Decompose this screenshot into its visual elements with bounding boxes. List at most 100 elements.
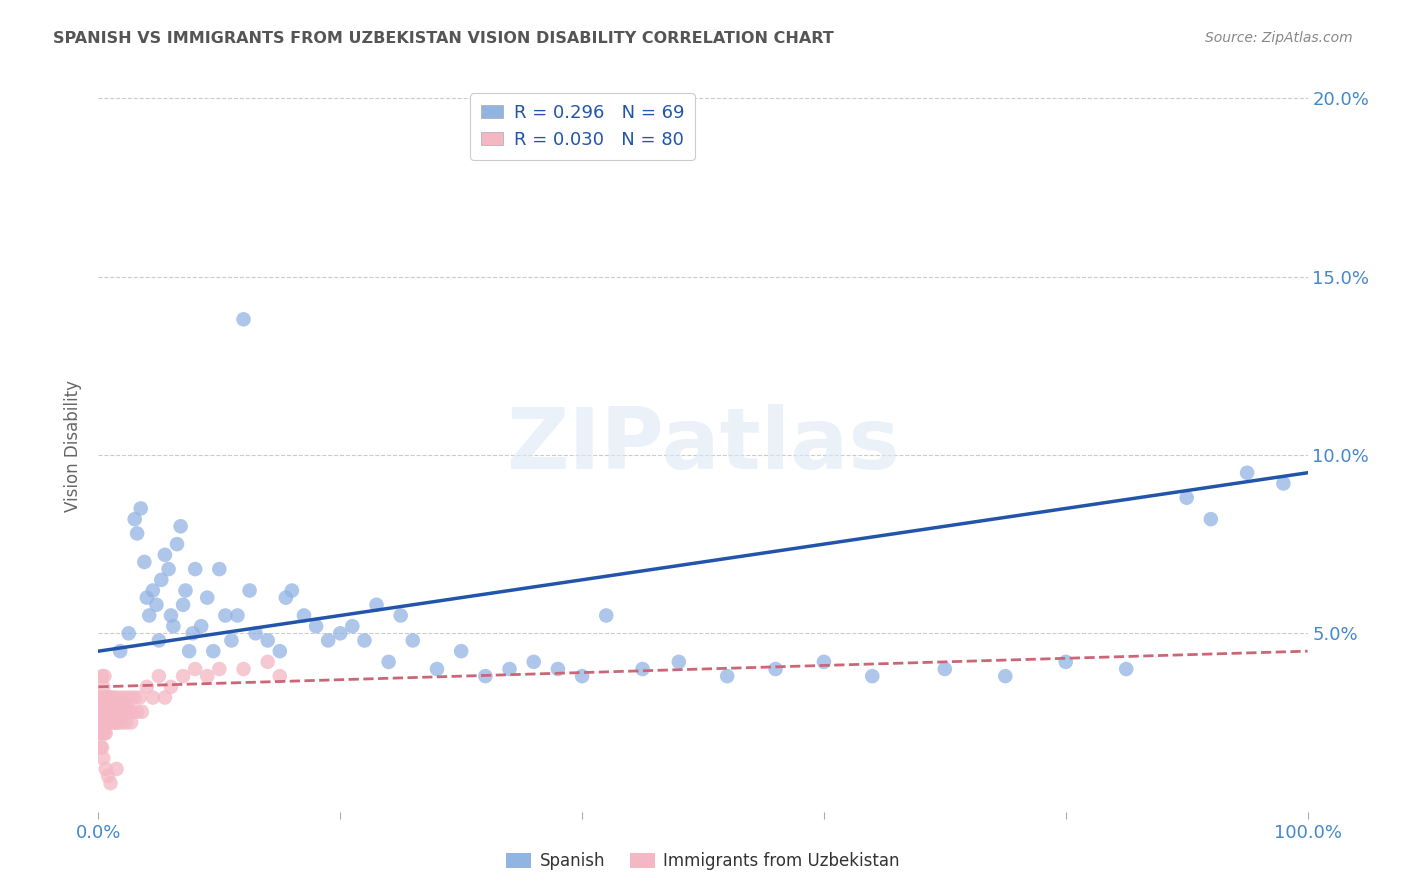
Point bbox=[342, 619, 364, 633]
Point bbox=[148, 669, 170, 683]
Point bbox=[221, 633, 243, 648]
Point bbox=[124, 690, 146, 705]
Point bbox=[94, 726, 117, 740]
Point bbox=[97, 769, 120, 783]
Point bbox=[97, 705, 120, 719]
Point bbox=[1115, 662, 1137, 676]
Point bbox=[93, 726, 115, 740]
Point bbox=[98, 715, 121, 730]
Point bbox=[232, 312, 254, 326]
Point bbox=[153, 548, 176, 562]
Point bbox=[716, 669, 738, 683]
Point bbox=[179, 644, 201, 658]
Point bbox=[97, 698, 120, 712]
Point bbox=[105, 715, 128, 730]
Point bbox=[93, 669, 115, 683]
Point bbox=[547, 662, 569, 676]
Y-axis label: Vision Disability: Vision Disability bbox=[65, 380, 83, 512]
Point bbox=[91, 751, 114, 765]
Point bbox=[89, 690, 111, 705]
Point bbox=[124, 512, 146, 526]
Point bbox=[160, 680, 183, 694]
Point bbox=[281, 583, 304, 598]
Point bbox=[115, 715, 138, 730]
Point bbox=[450, 644, 472, 658]
Point bbox=[107, 715, 129, 730]
Point bbox=[100, 776, 122, 790]
Point bbox=[91, 690, 114, 705]
Point bbox=[274, 591, 297, 605]
Point bbox=[190, 619, 212, 633]
Point bbox=[160, 608, 183, 623]
Point bbox=[131, 705, 153, 719]
Point bbox=[426, 662, 449, 676]
Point bbox=[90, 726, 112, 740]
Point bbox=[112, 705, 135, 719]
Point bbox=[172, 669, 194, 683]
Point bbox=[91, 740, 114, 755]
Point bbox=[89, 726, 111, 740]
Point bbox=[104, 690, 127, 705]
Point bbox=[269, 669, 291, 683]
Point bbox=[571, 669, 593, 683]
Point bbox=[91, 715, 114, 730]
Point bbox=[90, 705, 112, 719]
Point bbox=[162, 619, 184, 633]
Point bbox=[100, 715, 122, 730]
Point bbox=[256, 655, 278, 669]
Point bbox=[108, 690, 131, 705]
Point bbox=[148, 633, 170, 648]
Point bbox=[305, 619, 328, 633]
Point bbox=[135, 680, 157, 694]
Point bbox=[765, 662, 787, 676]
Point bbox=[184, 562, 207, 576]
Point bbox=[1236, 466, 1258, 480]
Point bbox=[934, 662, 956, 676]
Point bbox=[118, 626, 141, 640]
Point bbox=[93, 690, 115, 705]
Point bbox=[100, 705, 122, 719]
Point bbox=[108, 698, 131, 712]
Point bbox=[105, 698, 128, 712]
Point bbox=[498, 662, 520, 676]
Point bbox=[668, 655, 690, 669]
Point bbox=[100, 705, 122, 719]
Point bbox=[631, 662, 654, 676]
Point bbox=[389, 608, 412, 623]
Point bbox=[93, 705, 115, 719]
Text: Source: ZipAtlas.com: Source: ZipAtlas.com bbox=[1205, 31, 1353, 45]
Point bbox=[145, 598, 167, 612]
Point bbox=[90, 698, 112, 712]
Point bbox=[94, 698, 117, 712]
Point bbox=[118, 705, 141, 719]
Point bbox=[117, 698, 139, 712]
Point bbox=[96, 690, 118, 705]
Point bbox=[120, 715, 142, 730]
Text: ZIPatlas: ZIPatlas bbox=[506, 404, 900, 488]
Point bbox=[91, 680, 114, 694]
Point bbox=[377, 655, 399, 669]
Legend: R = 0.296   N = 69, R = 0.030   N = 80: R = 0.296 N = 69, R = 0.030 N = 80 bbox=[470, 93, 695, 160]
Text: SPANISH VS IMMIGRANTS FROM UZBEKISTAN VISION DISABILITY CORRELATION CHART: SPANISH VS IMMIGRANTS FROM UZBEKISTAN VI… bbox=[53, 31, 834, 46]
Point bbox=[90, 740, 112, 755]
Point bbox=[813, 655, 835, 669]
Point bbox=[316, 633, 339, 648]
Point bbox=[256, 633, 278, 648]
Point bbox=[89, 715, 111, 730]
Point bbox=[91, 669, 114, 683]
Point bbox=[595, 608, 617, 623]
Point bbox=[93, 715, 115, 730]
Point bbox=[104, 705, 127, 719]
Point bbox=[105, 762, 128, 776]
Point bbox=[108, 705, 131, 719]
Point bbox=[402, 633, 425, 648]
Point bbox=[91, 726, 114, 740]
Point bbox=[174, 583, 197, 598]
Point bbox=[153, 690, 176, 705]
Point bbox=[1175, 491, 1198, 505]
Point bbox=[239, 583, 262, 598]
Point bbox=[91, 705, 114, 719]
Point bbox=[269, 644, 291, 658]
Point bbox=[103, 705, 125, 719]
Point bbox=[523, 655, 546, 669]
